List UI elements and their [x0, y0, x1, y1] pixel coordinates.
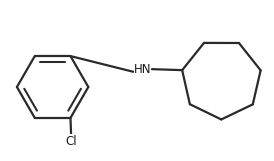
- Text: Cl: Cl: [65, 135, 77, 148]
- Text: HN: HN: [133, 63, 151, 76]
